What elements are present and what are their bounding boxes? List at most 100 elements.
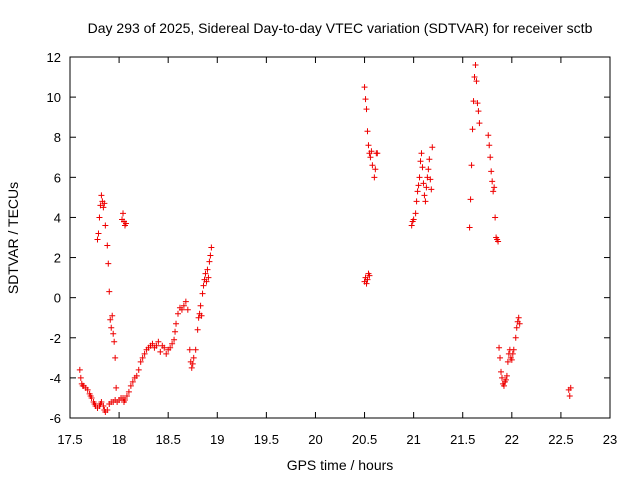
data-point [420,180,427,187]
data-point [98,398,105,405]
y-tick-label: 10 [47,90,61,105]
data-point [418,150,425,157]
data-point [489,178,496,185]
x-tick-label: 18 [112,432,126,447]
data-point [469,126,476,133]
data-point [88,394,95,401]
data-point [363,280,370,287]
data-point [426,156,433,163]
data-point [186,346,193,353]
data-point [474,100,481,107]
x-tick-label: 20.5 [352,432,377,447]
data-points [76,62,574,415]
data-point [566,392,573,399]
data-point [77,374,84,381]
data-point [415,182,422,189]
data-point [467,196,474,203]
data-point [199,290,206,297]
data-point [113,384,120,391]
data-point [155,338,162,345]
data-point [364,276,371,283]
data-point [153,342,160,349]
data-point [466,224,473,231]
x-tick-label: 21.5 [450,432,475,447]
data-point [470,98,477,105]
data-point [101,200,108,207]
data-point [416,174,423,181]
data-point [502,376,509,383]
data-point [141,350,148,357]
x-tick-label: 22 [505,432,519,447]
data-point [104,242,111,249]
data-point [365,142,372,149]
y-tick-label: -6 [49,411,61,426]
data-point [125,388,132,395]
x-tick-label: 21 [406,432,420,447]
plot-frame [69,56,611,419]
data-point [204,266,211,273]
data-point [428,186,435,193]
data-point [163,350,170,357]
data-point [498,368,505,375]
data-point [167,344,174,351]
data-point [492,214,499,221]
data-point [189,360,196,367]
data-point [102,222,109,229]
data-point [207,252,214,259]
data-point [368,148,375,155]
data-point [180,302,187,309]
data-point [123,392,130,399]
data-point [567,384,574,391]
data-point [487,154,494,161]
x-tick-label: 20 [308,432,322,447]
data-point [149,340,156,347]
data-point [192,346,199,353]
y-tick-label: 6 [54,170,61,185]
data-point [364,128,371,135]
data-point [172,328,179,335]
data-point [516,320,523,327]
data-point [95,230,102,237]
data-point [202,270,209,277]
data-point [419,164,426,171]
data-point [417,158,424,165]
data-point [491,184,498,191]
x-tick-label: 19 [210,432,224,447]
data-point [206,258,213,265]
data-point [496,344,503,351]
x-axis-label: GPS time / hours [287,457,394,473]
data-point [510,346,517,353]
data-point [107,316,114,323]
x-axis-ticks: 17.5 18 18.5 19 19.5 20 20.5 21 21.5 22 22.5 23 [57,57,617,447]
y-axis-ticks: -6 -4 -2 0 2 4 6 8 10 12 [47,50,610,426]
data-point [133,372,140,379]
y-tick-label: -4 [49,371,61,386]
data-point [374,150,381,157]
y-axis-label: SDTVAR / TECUs [5,182,21,294]
data-point [100,204,107,211]
y-tick-label: 0 [54,291,61,306]
data-point [120,210,127,217]
data-point [84,386,91,393]
data-point [513,324,520,331]
y-tick-label: -2 [49,331,61,346]
data-point [110,330,117,337]
data-point [499,374,505,381]
data-point [425,166,432,173]
data-point [122,220,129,227]
data-point [203,278,210,285]
y-tick-label: 12 [47,50,61,65]
data-point [105,260,112,267]
data-point [104,406,111,413]
data-point [497,354,504,361]
data-point [486,142,493,149]
data-point [361,84,368,91]
data-point [475,108,482,115]
data-point [194,326,201,333]
data-point [490,188,497,195]
data-point [508,356,515,363]
data-point [178,306,185,313]
data-point [515,314,522,321]
y-tick-label: 2 [54,251,61,266]
